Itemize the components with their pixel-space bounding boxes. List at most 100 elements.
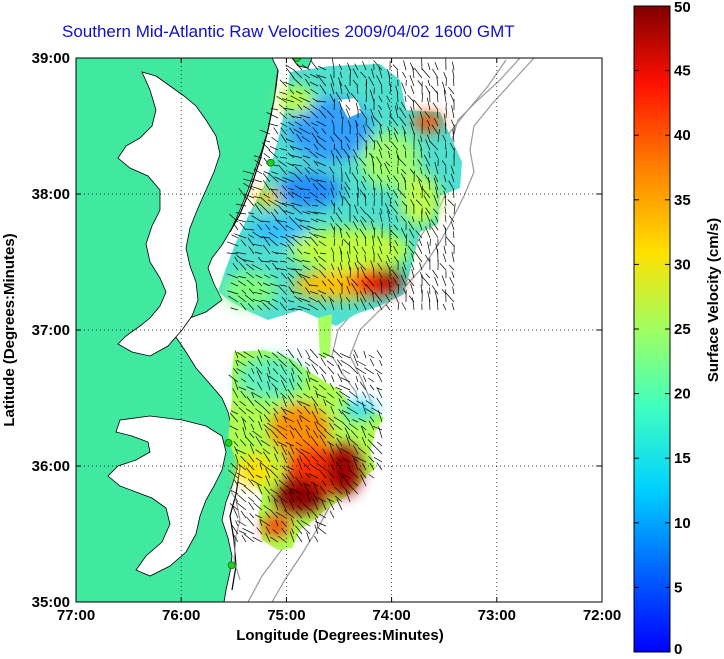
chart-title: Southern Mid-Atlantic Raw Velocities 200… (62, 22, 515, 41)
velocity-vector (443, 190, 447, 199)
velocity-vector (274, 478, 279, 487)
velocity-vector (298, 188, 311, 191)
velocity-vector (282, 202, 295, 207)
velocity-vector (363, 350, 367, 359)
velocity-vector (289, 444, 295, 455)
velocity-vector (254, 399, 263, 407)
velocity-vector (357, 193, 359, 207)
y-tick-label: 37:00 (32, 322, 70, 339)
velocity-vector (228, 295, 239, 303)
velocity-vector (311, 205, 319, 207)
velocity-vector (246, 396, 255, 407)
velocity-vector (290, 290, 303, 295)
velocity-vector (433, 194, 439, 207)
velocity-vector (257, 483, 263, 495)
velocity-vector (318, 263, 327, 271)
velocity-vector (243, 351, 255, 359)
velocity-vector (389, 197, 392, 207)
velocity-vector (226, 252, 239, 255)
velocity-vector (242, 528, 255, 535)
velocity-vector (250, 423, 255, 431)
velocity-vector (247, 373, 255, 383)
x-tick-label: 76:00 (162, 607, 200, 624)
velocity-vector (342, 475, 351, 487)
velocity-vector (327, 490, 335, 495)
velocity-vector (316, 526, 327, 535)
velocity-vector (448, 215, 455, 223)
velocity-vector (285, 442, 295, 447)
velocity-vector (404, 247, 407, 255)
velocity-vector (340, 360, 351, 367)
velocity-vector (242, 178, 255, 183)
velocity-vector (434, 290, 439, 303)
velocity-vector (298, 297, 311, 303)
velocity-vector (306, 371, 311, 383)
velocity-vector (304, 167, 311, 175)
velocity-vector (287, 243, 295, 255)
velocity-vector (346, 406, 359, 415)
velocity-vector (311, 481, 319, 487)
velocity-vector (349, 469, 359, 479)
velocity-vector (262, 451, 271, 463)
velocity-vector (429, 238, 431, 247)
velocity-vector (281, 465, 287, 471)
velocity-vector (378, 426, 383, 439)
velocity-vector (401, 125, 407, 135)
velocity-vector (310, 177, 319, 183)
velocity-vector (260, 299, 271, 303)
velocity-vector (333, 416, 343, 423)
velocity-vector (341, 239, 343, 247)
velocity-vector (246, 197, 255, 207)
velocity-vector (433, 208, 439, 215)
velocity-vector (248, 246, 255, 255)
velocity-vector (316, 135, 327, 143)
velocity-vector (392, 277, 399, 287)
colorbar-tick-label: 20 (674, 386, 691, 403)
velocity-vector (340, 109, 343, 119)
velocity-vector (389, 83, 392, 95)
velocity-vector (428, 177, 431, 191)
velocity-vector (364, 193, 367, 207)
velocity-vector (319, 434, 327, 447)
velocity-vector (350, 93, 359, 103)
velocity-vector (303, 482, 311, 487)
velocity-vector (265, 429, 271, 439)
velocity-vector (344, 197, 351, 207)
velocity-vector (373, 187, 376, 199)
velocity-vector (276, 96, 287, 103)
velocity-vector (361, 425, 367, 431)
velocity-vector (401, 168, 407, 175)
velocity-vector (288, 191, 295, 199)
velocity-vector (294, 427, 303, 439)
velocity-vector (318, 109, 327, 119)
velocity-vector (442, 134, 447, 143)
velocity-vector (318, 353, 327, 359)
velocity-vector (349, 241, 351, 255)
velocity-vector (242, 170, 255, 175)
velocity-vector (427, 79, 431, 87)
velocity-vector (365, 93, 367, 103)
velocity-vector (359, 290, 367, 303)
velocity-vector (370, 220, 375, 231)
velocity-vector (408, 278, 415, 287)
velocity-vector (313, 403, 319, 415)
velocity-vector (333, 423, 343, 431)
velocity-vector (380, 282, 383, 295)
velocity-vector (402, 261, 407, 271)
velocity-vector (240, 302, 247, 311)
velocity-vector (371, 407, 383, 415)
velocity-vector (348, 390, 359, 399)
velocity-vector (426, 97, 431, 111)
velocity-vector (325, 400, 335, 407)
velocity-vector (385, 261, 391, 271)
velocity-vector (299, 455, 303, 463)
velocity-vector (236, 472, 247, 479)
velocity-vector (238, 464, 247, 471)
velocity-vector (333, 143, 336, 151)
colorbar-tick-label: 50 (674, 0, 691, 16)
velocity-vector (239, 439, 247, 447)
velocity-vector (252, 430, 263, 439)
velocity-vector (319, 366, 327, 375)
velocity-vector (352, 79, 359, 87)
velocity-vector (346, 143, 351, 151)
